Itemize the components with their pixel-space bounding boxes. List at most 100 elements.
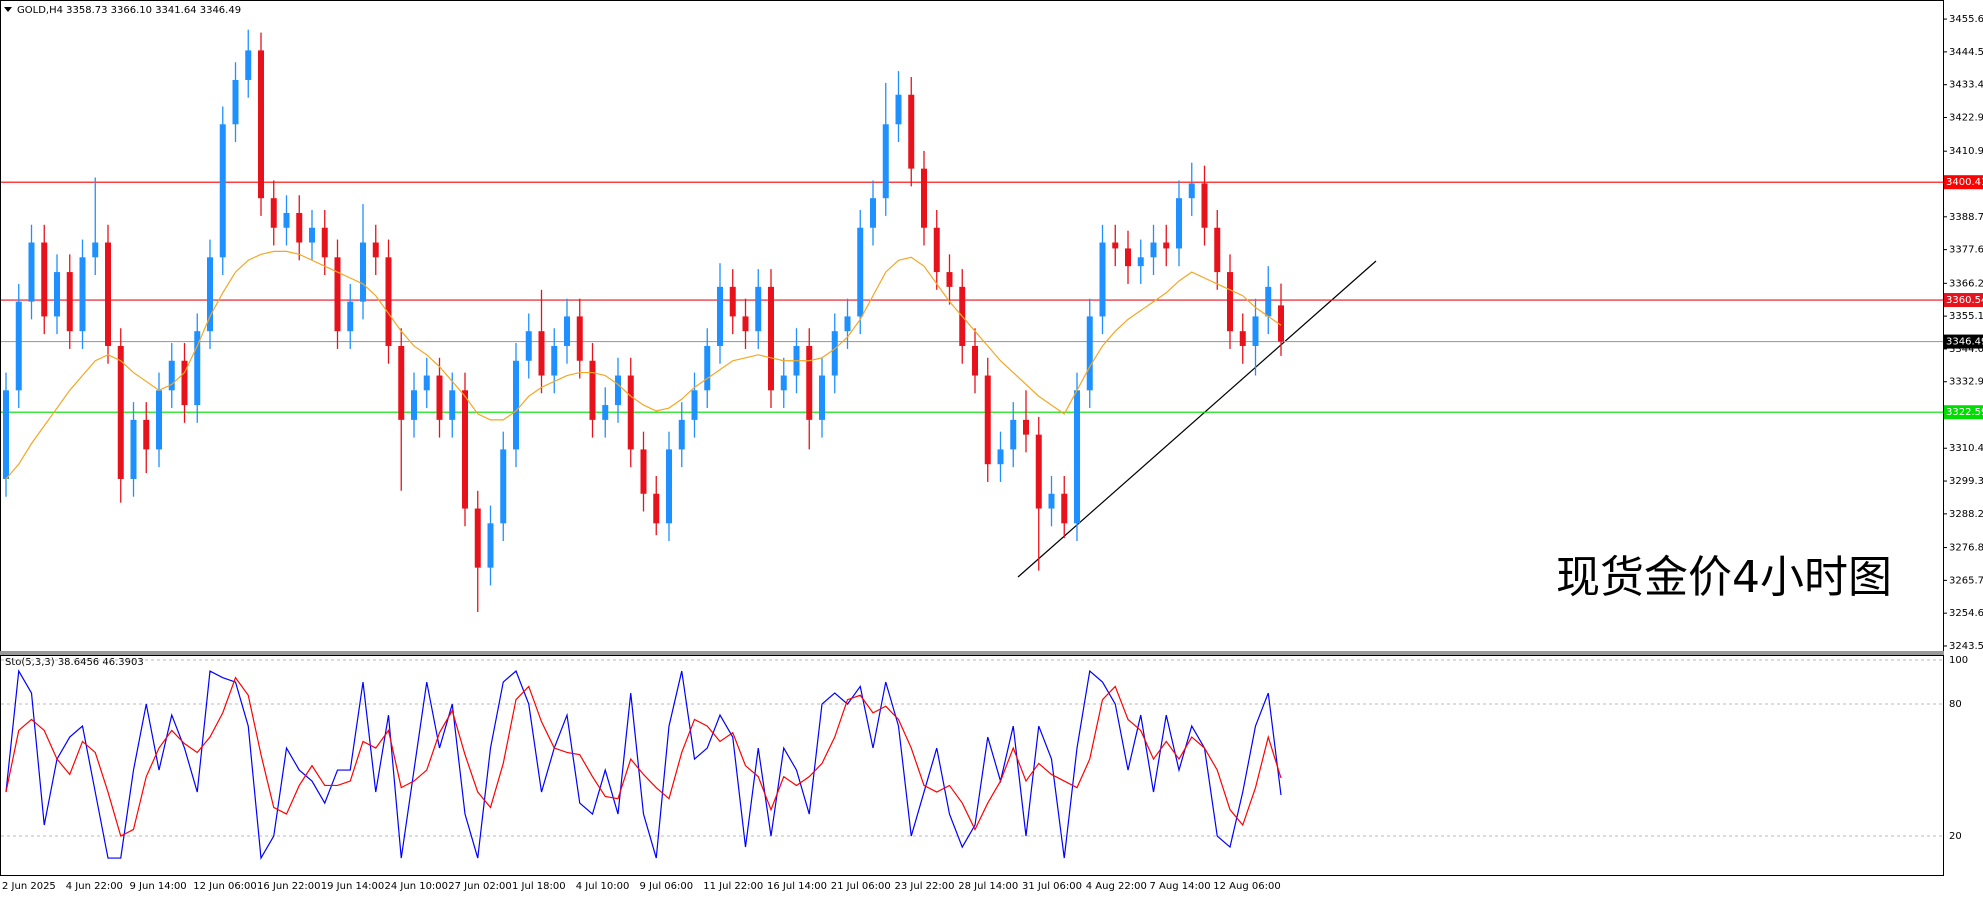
candle-body — [831, 331, 838, 376]
level-label: 3346.49 — [1946, 337, 1983, 348]
candle-body — [436, 375, 443, 420]
candle-body — [245, 50, 252, 80]
y-tick-label: 100 — [1949, 655, 1968, 666]
candle-body — [640, 449, 647, 494]
candle-body — [972, 345, 978, 376]
x-tick-label: 1 Jul 18:00 — [512, 881, 566, 892]
y-tick-label: 3288.20 — [1949, 509, 1983, 520]
candle-body — [921, 168, 927, 228]
candle-body — [92, 242, 99, 258]
candle-body — [28, 242, 35, 302]
candle-body — [156, 390, 162, 450]
candle-body — [117, 345, 124, 479]
candle-body — [1125, 248, 1131, 267]
y-tick-label: 3444.50 — [1949, 47, 1983, 58]
y-tick-label: 3332.90 — [1949, 377, 1983, 388]
x-tick-label: 11 Jul 22:00 — [703, 881, 763, 892]
x-tick-label: 21 Jul 06:00 — [831, 881, 891, 892]
candle-body — [258, 50, 264, 199]
candle-body — [3, 390, 9, 479]
y-tick-label: 3366.20 — [1949, 278, 1983, 289]
candle-body — [615, 375, 621, 406]
candle-body — [309, 227, 315, 243]
candle-body — [844, 316, 851, 332]
x-tick-label: 23 Jul 22:00 — [895, 881, 955, 892]
candle-body — [105, 242, 111, 346]
candle-body — [755, 286, 762, 332]
moving-average — [5, 250, 1282, 480]
candle-body — [1048, 493, 1055, 509]
candle-body — [857, 227, 864, 317]
y-tick-label: 3410.90 — [1949, 146, 1983, 157]
candle-body — [1150, 242, 1157, 258]
x-tick-label: 27 Jun 02:00 — [448, 881, 512, 892]
x-tick-label: 24 Jun 10:00 — [385, 881, 449, 892]
candle-body — [462, 390, 468, 509]
candle-body — [66, 272, 73, 332]
candle-body — [602, 405, 609, 420]
candle-body — [15, 301, 22, 391]
candle-body — [717, 286, 723, 346]
candle-body — [1252, 316, 1259, 346]
candle-body — [283, 212, 290, 228]
candle-body — [1239, 331, 1246, 346]
candle-body — [678, 419, 685, 450]
candle-body — [360, 242, 366, 302]
x-tick-label: 4 Jul 10:00 — [576, 881, 630, 892]
candle-body — [1278, 305, 1284, 342]
stoch-line — [5, 676, 1282, 837]
candle-body — [1188, 183, 1195, 199]
level-label-box — [1944, 334, 1983, 349]
y-tick-label: 3276.80 — [1949, 543, 1983, 554]
candle-body — [1265, 286, 1272, 317]
main-frame — [0, 0, 1944, 652]
level-label: 3322.59 — [1946, 407, 1983, 418]
chart-title: GOLD,H4 3358.73 3366.10 3341.64 3346.49 — [17, 5, 241, 16]
candle-body — [1214, 227, 1221, 273]
candle-body — [1163, 242, 1170, 249]
level-label: 3360.54 — [1946, 295, 1983, 306]
y-tick-label: 3455.60 — [1949, 14, 1983, 25]
candle-body — [321, 227, 328, 258]
y-tick-label: 3254.60 — [1949, 608, 1983, 619]
candle-body — [143, 419, 150, 450]
candle-body — [232, 79, 239, 125]
y-tick-label: 80 — [1949, 699, 1962, 710]
candle-body — [564, 316, 570, 346]
candle-body — [551, 345, 558, 376]
candle-body — [54, 272, 60, 317]
x-tick-label: 31 Jul 06:00 — [1022, 881, 1082, 892]
trend-line — [1017, 260, 1377, 578]
candle-body — [41, 242, 48, 317]
candle-body — [895, 94, 902, 125]
candle-body — [1061, 493, 1068, 524]
y-tick-label: 3388.70 — [1949, 212, 1983, 223]
panel-separator — [0, 651, 1944, 655]
candle-body — [181, 360, 188, 406]
annotation: 现货金价4小时图 — [1556, 552, 1892, 603]
candle-body — [1176, 198, 1182, 249]
level-label: 3400.41 — [1946, 177, 1983, 188]
candle-body — [819, 375, 825, 420]
x-tick-label: 16 Jun 22:00 — [257, 881, 321, 892]
y-tick-label: 3310.40 — [1949, 443, 1983, 454]
candle-body — [474, 508, 481, 568]
candle-body — [768, 286, 774, 391]
candle-body — [1227, 272, 1233, 332]
candle-body — [627, 375, 634, 450]
stoch-line — [5, 669, 1282, 860]
candle-body — [347, 301, 354, 332]
candle-body — [984, 375, 991, 465]
candle-body — [525, 331, 532, 361]
y-tick-label: 3344.00 — [1949, 344, 1983, 355]
candle-body — [130, 419, 137, 479]
y-tick-label: 3299.30 — [1949, 476, 1983, 487]
candle-body — [997, 449, 1004, 465]
candle-body — [423, 375, 430, 391]
x-tick-label: 9 Jul 06:00 — [640, 881, 694, 892]
x-tick-label: 19 Jun 14:00 — [321, 881, 385, 892]
candle-body — [207, 257, 213, 332]
candle-body — [398, 345, 405, 420]
y-tick-label: 3377.60 — [1949, 245, 1983, 256]
